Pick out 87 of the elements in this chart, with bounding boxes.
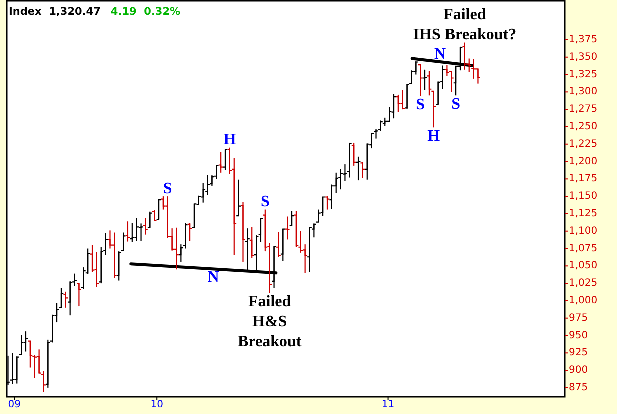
candlestick bbox=[302, 244, 308, 274]
candlestick bbox=[147, 211, 153, 228]
y-tick-label: 900 bbox=[569, 365, 588, 376]
candlestick bbox=[156, 199, 162, 220]
y-tick-label: 925 bbox=[569, 348, 588, 359]
annotation: Failed IHS Breakout? bbox=[413, 6, 517, 43]
candlestick bbox=[76, 283, 82, 308]
candlestick bbox=[360, 162, 366, 180]
candlestick bbox=[418, 64, 424, 97]
candlestick bbox=[249, 226, 255, 260]
annotation: S bbox=[163, 180, 172, 197]
candlestick bbox=[45, 339, 51, 389]
y-tick-label: 950 bbox=[569, 330, 588, 342]
candlestick bbox=[94, 252, 100, 288]
y-tick-label: 1,325 bbox=[569, 69, 598, 80]
y-tick-label: 1,025 bbox=[569, 278, 598, 290]
candlestick bbox=[289, 210, 295, 228]
annotation: N bbox=[434, 45, 446, 62]
candlestick bbox=[280, 228, 286, 262]
candlestick bbox=[134, 218, 140, 242]
candlestick bbox=[63, 291, 69, 308]
candlestick bbox=[138, 223, 144, 242]
candlestick bbox=[205, 174, 211, 196]
text: Index 1,320.47 bbox=[9, 6, 101, 18]
y-tick-label: 1,150 bbox=[569, 191, 598, 202]
candlestick bbox=[475, 68, 481, 84]
annotation: N bbox=[208, 268, 220, 286]
candlestick bbox=[448, 71, 454, 93]
candlestick bbox=[400, 90, 406, 110]
candlestick bbox=[10, 352, 16, 386]
annotation: Failed H&S Breakout bbox=[238, 293, 302, 350]
candlestick bbox=[462, 42, 468, 70]
candlestick bbox=[276, 232, 282, 258]
candlestick bbox=[120, 232, 126, 252]
y-tick-label: 875 bbox=[569, 382, 588, 394]
y-tick-label: 1,275 bbox=[569, 104, 598, 116]
annotation: H bbox=[224, 131, 237, 148]
candlestick bbox=[294, 210, 300, 248]
y-tick-label: 1,350 bbox=[569, 52, 598, 63]
candlestick bbox=[18, 334, 24, 356]
candlestick bbox=[391, 94, 397, 120]
y-tick-label: 1,250 bbox=[569, 121, 598, 132]
y-tick-label: 1,300 bbox=[569, 86, 598, 98]
y-tick-label: 1,075 bbox=[569, 243, 598, 254]
candlestick bbox=[116, 250, 122, 282]
y-tick-label: 1,050 bbox=[569, 260, 598, 272]
candlestick bbox=[324, 196, 330, 210]
text: 4.19 0.32% bbox=[110, 6, 182, 18]
candlestick bbox=[28, 340, 34, 368]
candlestick bbox=[112, 232, 118, 279]
candlestick bbox=[240, 202, 246, 263]
candlestick bbox=[258, 218, 264, 244]
candlestick bbox=[351, 142, 357, 166]
candlestick bbox=[307, 227, 312, 273]
y-tick-label: 1,175 bbox=[569, 174, 598, 185]
candlestick bbox=[152, 210, 158, 222]
y-tick-label: 1,000 bbox=[569, 295, 598, 306]
candlestick bbox=[236, 179, 242, 217]
y-tick-label: 1,125 bbox=[569, 208, 598, 220]
x-tick-label: 11 bbox=[382, 400, 395, 410]
candlestick bbox=[23, 331, 29, 352]
candlestick bbox=[346, 142, 352, 178]
y-tick-label: 1,100 bbox=[569, 226, 598, 237]
candlestick bbox=[14, 356, 20, 384]
candlestick bbox=[58, 288, 64, 308]
candlestick bbox=[222, 149, 228, 171]
annotation: S bbox=[260, 193, 270, 210]
candlestick bbox=[471, 58, 477, 80]
candlestick bbox=[284, 216, 290, 240]
candlestick bbox=[218, 151, 224, 174]
candlestick bbox=[338, 168, 344, 190]
x-tick-label: 10 bbox=[150, 400, 164, 410]
annotation: S bbox=[416, 96, 426, 114]
y-tick-label: 975 bbox=[569, 312, 588, 324]
y-tick-label: 1,225 bbox=[569, 138, 598, 150]
candlestick bbox=[396, 94, 402, 113]
y-tick-label: 1,200 bbox=[569, 156, 598, 168]
candlestick bbox=[142, 218, 148, 236]
candlestick bbox=[356, 156, 362, 182]
annotation: H bbox=[428, 127, 441, 144]
candlestick bbox=[174, 227, 180, 270]
candlestick bbox=[130, 222, 136, 244]
y-tick-label: 1,375 bbox=[569, 34, 598, 46]
candlestick bbox=[200, 182, 206, 204]
annotation: S bbox=[452, 95, 461, 112]
x-tick-label: 09 bbox=[8, 400, 21, 410]
candlestick bbox=[422, 69, 428, 91]
